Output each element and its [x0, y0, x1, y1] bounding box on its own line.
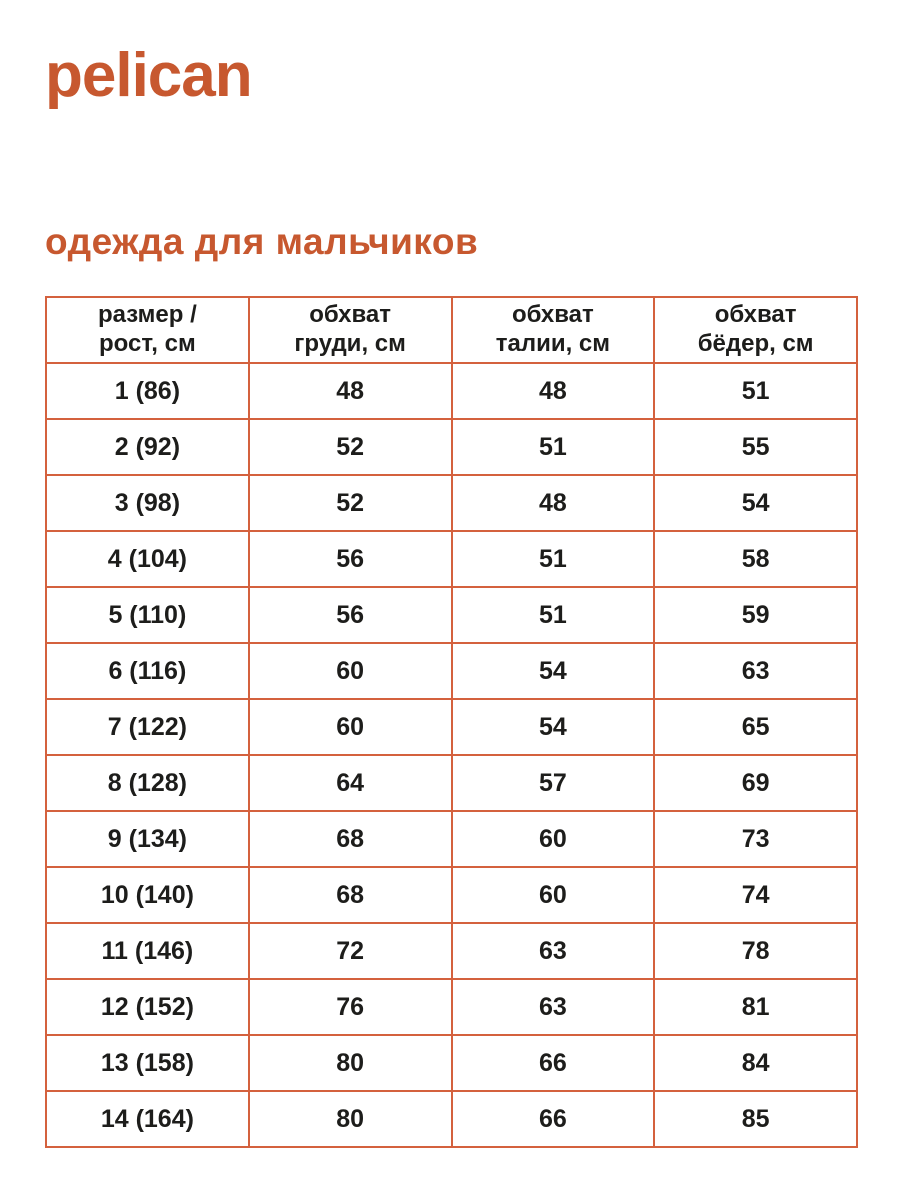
size-cell: 11 (146) — [45, 922, 250, 980]
measure-cell: 84 — [653, 1034, 858, 1092]
page-title: одежда для мальчиков — [45, 221, 479, 262]
header-row: размер / рост, см обхват груди, см обхва… — [45, 296, 858, 364]
measure-cell: 68 — [247, 866, 453, 924]
table-row: 6 (116) 60 54 63 — [45, 642, 858, 700]
measure-cell: 54 — [653, 474, 858, 532]
measure-cell: 85 — [653, 1090, 858, 1148]
measure-cell: 48 — [450, 474, 656, 532]
measure-cell: 63 — [450, 978, 656, 1036]
measure-cell: 48 — [450, 362, 656, 420]
size-table-body: 1 (86) 48 48 51 2 (92) 52 51 55 3 (98) 52 48 54 4 (1… — [45, 362, 858, 1148]
table-row: 11 (146) 72 63 78 — [45, 922, 858, 980]
measure-cell: 51 — [450, 418, 656, 476]
size-cell: 14 (164) — [45, 1090, 250, 1148]
size-cell: 2 (92) — [45, 418, 250, 476]
measure-cell: 60 — [450, 810, 656, 868]
measure-cell: 60 — [450, 866, 656, 924]
measure-cell: 63 — [653, 642, 858, 700]
size-cell: 4 (104) — [45, 530, 250, 588]
table-row: 12 (152) 76 63 81 — [45, 978, 858, 1036]
measure-cell: 66 — [450, 1034, 656, 1092]
measure-cell: 63 — [450, 922, 656, 980]
measure-cell: 64 — [247, 754, 453, 812]
table-row: 5 (110) 56 51 59 — [45, 586, 858, 644]
measure-cell: 60 — [247, 642, 453, 700]
measure-cell: 78 — [653, 922, 858, 980]
measure-cell: 81 — [653, 978, 858, 1036]
measure-cell: 65 — [653, 698, 858, 756]
size-cell: 6 (116) — [45, 642, 250, 700]
measure-cell: 74 — [653, 866, 858, 924]
measure-cell: 51 — [653, 362, 858, 420]
measure-cell: 56 — [247, 530, 453, 588]
measure-cell: 66 — [450, 1090, 656, 1148]
table-row: 8 (128) 64 57 69 — [45, 754, 858, 812]
measure-cell: 72 — [247, 922, 453, 980]
measure-cell: 52 — [247, 418, 453, 476]
size-cell: 13 (158) — [45, 1034, 250, 1092]
col-header-hips: обхват бёдер, см — [653, 296, 858, 364]
measure-cell: 59 — [653, 586, 858, 644]
measure-cell: 56 — [247, 586, 453, 644]
col-header-size-height: размер / рост, см — [45, 296, 250, 364]
measure-cell: 54 — [450, 698, 656, 756]
size-cell: 12 (152) — [45, 978, 250, 1036]
col-header-chest: обхват груди, см — [247, 296, 453, 364]
size-cell: 1 (86) — [45, 362, 250, 420]
table-row: 2 (92) 52 51 55 — [45, 418, 858, 476]
size-cell: 10 (140) — [45, 866, 250, 924]
table-row: 10 (140) 68 60 74 — [45, 866, 858, 924]
measure-cell: 54 — [450, 642, 656, 700]
size-cell: 9 (134) — [45, 810, 250, 868]
measure-cell: 58 — [653, 530, 858, 588]
measure-cell: 51 — [450, 530, 656, 588]
measure-cell: 80 — [247, 1034, 453, 1092]
measure-cell: 55 — [653, 418, 858, 476]
size-cell: 5 (110) — [45, 586, 250, 644]
measure-cell: 80 — [247, 1090, 453, 1148]
table-row: 1 (86) 48 48 51 — [45, 362, 858, 420]
table-row: 9 (134) 68 60 73 — [45, 810, 858, 868]
measure-cell: 48 — [247, 362, 453, 420]
measure-cell: 69 — [653, 754, 858, 812]
table-row: 3 (98) 52 48 54 — [45, 474, 858, 532]
measure-cell: 73 — [653, 810, 858, 868]
table-row: 13 (158) 80 66 84 — [45, 1034, 858, 1092]
size-cell: 8 (128) — [45, 754, 250, 812]
measure-cell: 60 — [247, 698, 453, 756]
size-table-header: размер / рост, см обхват груди, см обхва… — [45, 296, 858, 364]
measure-cell: 52 — [247, 474, 453, 532]
size-table: размер / рост, см обхват груди, см обхва… — [45, 296, 858, 1148]
table-row: 7 (122) 60 54 65 — [45, 698, 858, 756]
measure-cell: 57 — [450, 754, 656, 812]
size-cell: 7 (122) — [45, 698, 250, 756]
table-row: 4 (104) 56 51 58 — [45, 530, 858, 588]
table-row: 14 (164) 80 66 85 — [45, 1090, 858, 1148]
measure-cell: 51 — [450, 586, 656, 644]
brand-logo: pelican — [45, 41, 253, 110]
measure-cell: 68 — [247, 810, 453, 868]
measure-cell: 76 — [247, 978, 453, 1036]
col-header-waist: обхват талии, см — [450, 296, 656, 364]
size-cell: 3 (98) — [45, 474, 250, 532]
